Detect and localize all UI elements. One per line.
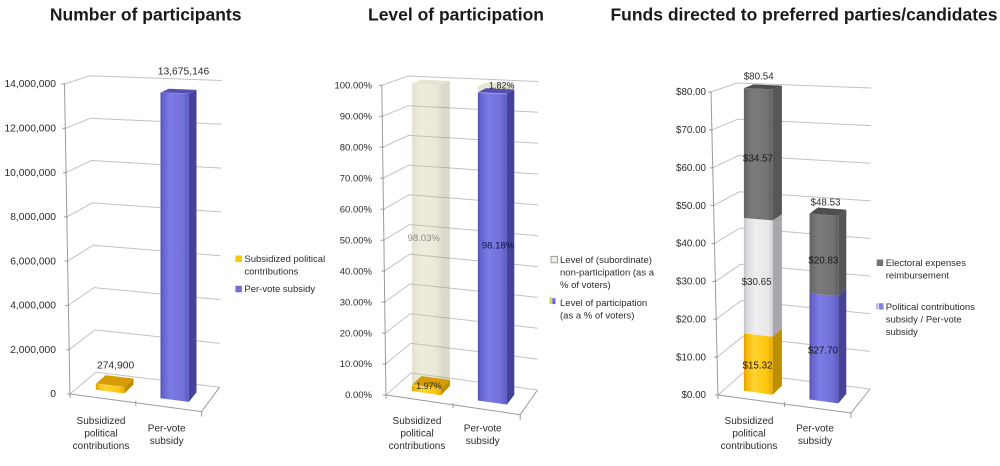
svg-text:subsidy: subsidy: [466, 436, 500, 447]
svg-text:98.03%: 98.03%: [408, 233, 441, 244]
svg-text:$50.00: $50.00: [676, 201, 707, 212]
svg-text:13,675,146: 13,675,146: [158, 67, 210, 78]
svg-text:subsidy: subsidy: [798, 436, 832, 447]
svg-text:30.00%: 30.00%: [340, 297, 373, 308]
svg-text:Subsidized: Subsidized: [77, 416, 126, 427]
svg-text:$30.65: $30.65: [742, 277, 773, 288]
svg-text:$40.00: $40.00: [676, 239, 707, 250]
svg-text:contributions: contributions: [389, 441, 446, 452]
svg-text:50.00%: 50.00%: [340, 235, 373, 246]
svg-text:98.18%: 98.18%: [482, 241, 515, 252]
svg-text:$20.00: $20.00: [676, 314, 707, 325]
svg-text:60.00%: 60.00%: [340, 204, 373, 215]
svg-text:subsidy / Per-vote: subsidy / Per-vote: [886, 315, 962, 326]
svg-text:reimbursement: reimbursement: [886, 271, 950, 282]
svg-text:2,000,000: 2,000,000: [10, 345, 56, 356]
svg-text:12,000,000: 12,000,000: [4, 124, 56, 135]
svg-text:$10.00: $10.00: [676, 352, 707, 363]
svg-text:20.00%: 20.00%: [340, 328, 373, 339]
svg-text:subsidy: subsidy: [150, 436, 184, 447]
svg-text:Per-vote subsidy: Per-vote subsidy: [244, 284, 315, 295]
svg-text:$60.00: $60.00: [676, 163, 707, 174]
svg-text:Level of participation: Level of participation: [560, 298, 647, 309]
svg-text:Per-vote: Per-vote: [148, 423, 186, 434]
svg-text:Electoral expenses: Electoral expenses: [886, 258, 967, 269]
svg-text:14,000,000: 14,000,000: [4, 79, 56, 90]
svg-text:contributions: contributions: [73, 441, 130, 452]
svg-text:Number of participants: Number of participants: [50, 5, 242, 25]
svg-text:Funds directed to preferred pa: Funds directed to preferred parties/cand…: [610, 5, 997, 25]
svg-text:political: political: [400, 429, 433, 440]
svg-text:6,000,000: 6,000,000: [10, 256, 56, 267]
svg-text:contributions: contributions: [244, 267, 298, 278]
svg-text:1.82%: 1.82%: [489, 80, 515, 90]
svg-text:100.00%: 100.00%: [334, 81, 372, 92]
svg-text:1.97%: 1.97%: [416, 381, 442, 391]
svg-text:Subsidized: Subsidized: [725, 416, 774, 427]
svg-text:political: political: [84, 429, 117, 440]
svg-text:Per-vote: Per-vote: [796, 423, 834, 434]
svg-text:Subsidized political: Subsidized political: [244, 254, 325, 265]
svg-text:90.00%: 90.00%: [340, 112, 373, 123]
svg-text:274,900: 274,900: [97, 361, 134, 372]
svg-text:$34.57: $34.57: [743, 154, 773, 165]
svg-text:Level of (subordinate): Level of (subordinate): [560, 255, 652, 266]
svg-text:(as a % of voters): (as a % of voters): [560, 311, 634, 322]
svg-text:40.00%: 40.00%: [340, 266, 373, 277]
svg-text:$80.54: $80.54: [744, 72, 775, 83]
svg-text:0: 0: [50, 389, 56, 400]
svg-text:% of voters): % of voters): [560, 280, 611, 291]
svg-text:70.00%: 70.00%: [340, 173, 373, 184]
svg-text:subsidy: subsidy: [886, 327, 918, 338]
svg-text:contributions: contributions: [721, 441, 778, 452]
svg-text:Per-vote: Per-vote: [464, 423, 502, 434]
svg-text:$30.00: $30.00: [676, 277, 707, 288]
svg-text:$70.00: $70.00: [676, 125, 707, 136]
svg-text:$0.00: $0.00: [681, 390, 706, 401]
svg-text:non-participation (as a: non-participation (as a: [560, 267, 655, 278]
svg-text:$27.70: $27.70: [808, 345, 839, 356]
svg-text:Level of participation: Level of participation: [368, 5, 544, 25]
svg-text:10,000,000: 10,000,000: [4, 168, 56, 179]
svg-text:political: political: [732, 429, 765, 440]
svg-text:80.00%: 80.00%: [340, 142, 373, 153]
svg-text:$20.83: $20.83: [808, 256, 839, 267]
svg-text:$48.53: $48.53: [811, 198, 842, 209]
svg-text:0.00%: 0.00%: [345, 390, 372, 401]
svg-text:$15.32: $15.32: [743, 361, 773, 372]
svg-text:10.00%: 10.00%: [340, 359, 373, 370]
svg-text:Political contributions: Political contributions: [886, 302, 975, 313]
svg-text:$80.00: $80.00: [676, 87, 707, 98]
svg-text:8,000,000: 8,000,000: [10, 212, 56, 223]
svg-text:4,000,000: 4,000,000: [10, 301, 56, 312]
svg-text:Subsidized: Subsidized: [393, 416, 442, 427]
